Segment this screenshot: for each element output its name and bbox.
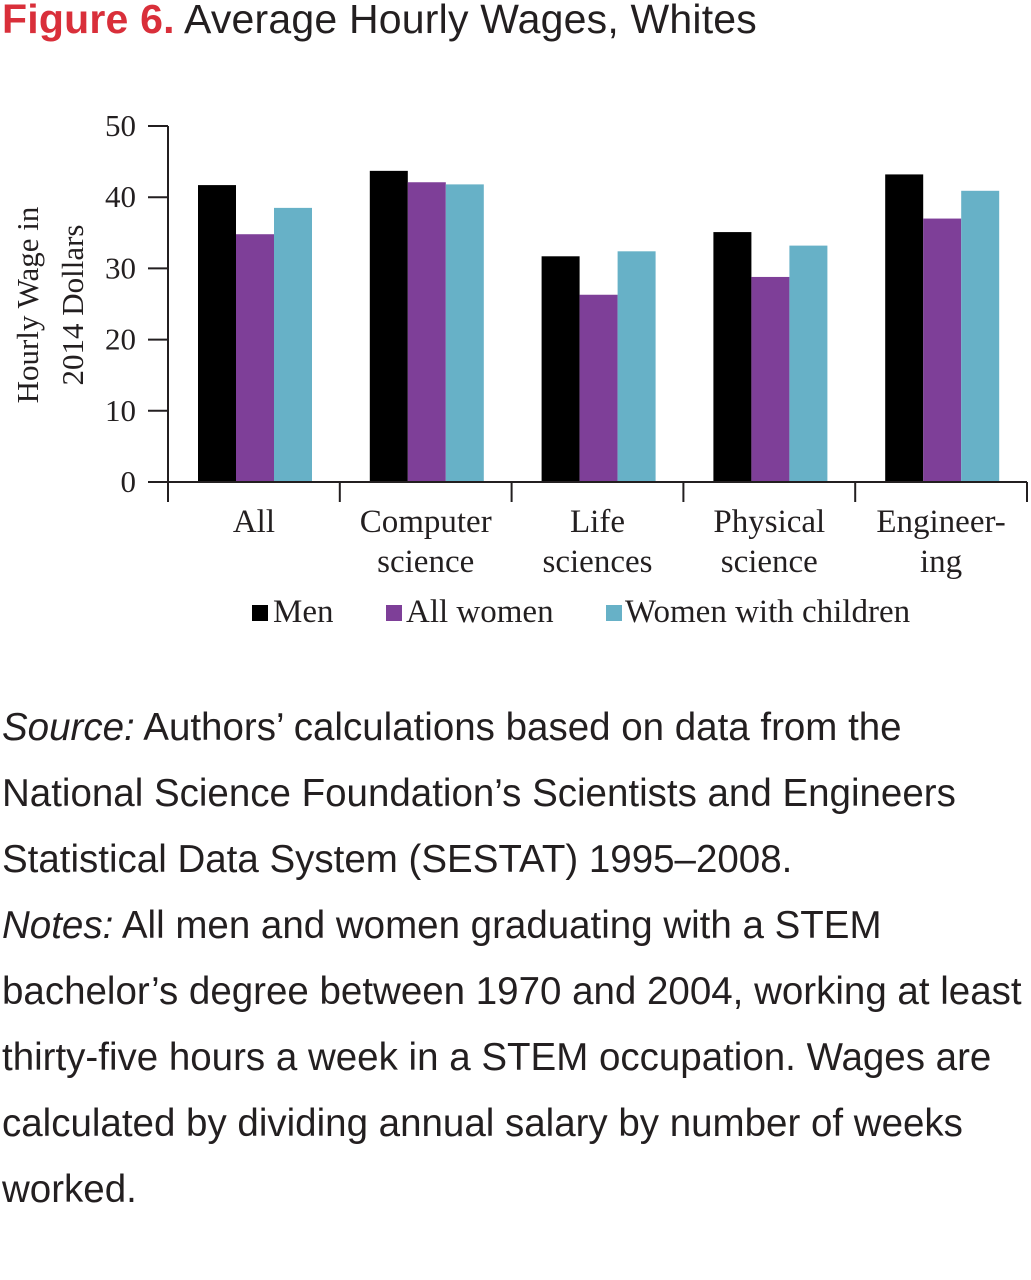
notes-label: Notes: xyxy=(2,904,114,947)
notes-text: All men and women graduating with a STEM… xyxy=(2,904,1022,1211)
y-tick-label: 30 xyxy=(105,250,136,285)
bar xyxy=(369,170,408,482)
bar xyxy=(407,182,446,483)
source-label: Source: xyxy=(2,706,135,749)
figure-title-text: Average Hourly Wages, Whites xyxy=(184,0,758,42)
bar xyxy=(789,245,828,482)
legend-swatch xyxy=(252,605,268,621)
bar xyxy=(885,174,924,482)
y-tick-label: 50 xyxy=(105,108,136,143)
legend-swatch xyxy=(606,605,622,621)
bar xyxy=(445,184,484,482)
bar xyxy=(579,294,618,482)
y-tick-label: 40 xyxy=(105,179,136,214)
legend-label: Women with children xyxy=(625,594,910,630)
legend-label: All women xyxy=(406,594,554,630)
bar xyxy=(198,185,236,482)
x-category-label: All xyxy=(233,504,275,540)
caption: Source: Authors’ calculations based on d… xyxy=(2,695,1031,1223)
x-category-label: science xyxy=(377,544,474,580)
x-category-label: Physical xyxy=(713,504,825,540)
figure-title: Figure 6. Average Hourly Wages, Whites xyxy=(2,0,757,43)
y-axis-title-line: Hourly Wage in xyxy=(10,206,45,403)
bar xyxy=(713,232,752,482)
source-text: Authors’ calculations based on data from… xyxy=(2,706,956,881)
bar xyxy=(541,256,580,482)
y-tick-label: 10 xyxy=(105,393,136,428)
y-tick-label: 20 xyxy=(105,322,136,357)
bar xyxy=(617,251,656,482)
x-category-label: Computer xyxy=(360,504,492,540)
figure-label: Figure 6. xyxy=(2,0,175,42)
bar xyxy=(751,276,790,482)
x-category-label: science xyxy=(721,544,818,580)
legend-label: Men xyxy=(273,594,334,630)
x-category-label: ing xyxy=(920,544,962,580)
legend-swatch xyxy=(386,605,402,621)
bar-chart: 0 10 20 30 40 50 Hourly Wage in 2014 Dollars All… xyxy=(10,108,1028,630)
y-axis-title-line: 2014 Dollars xyxy=(55,224,90,385)
x-category-label: sciences xyxy=(543,544,653,580)
bar xyxy=(274,207,312,482)
bar xyxy=(236,234,274,482)
x-category-label: Life xyxy=(570,504,625,540)
x-category-label: Engineer- xyxy=(876,504,1005,540)
bar xyxy=(923,218,962,482)
bar xyxy=(961,190,1000,482)
y-tick-label: 0 xyxy=(121,464,137,499)
